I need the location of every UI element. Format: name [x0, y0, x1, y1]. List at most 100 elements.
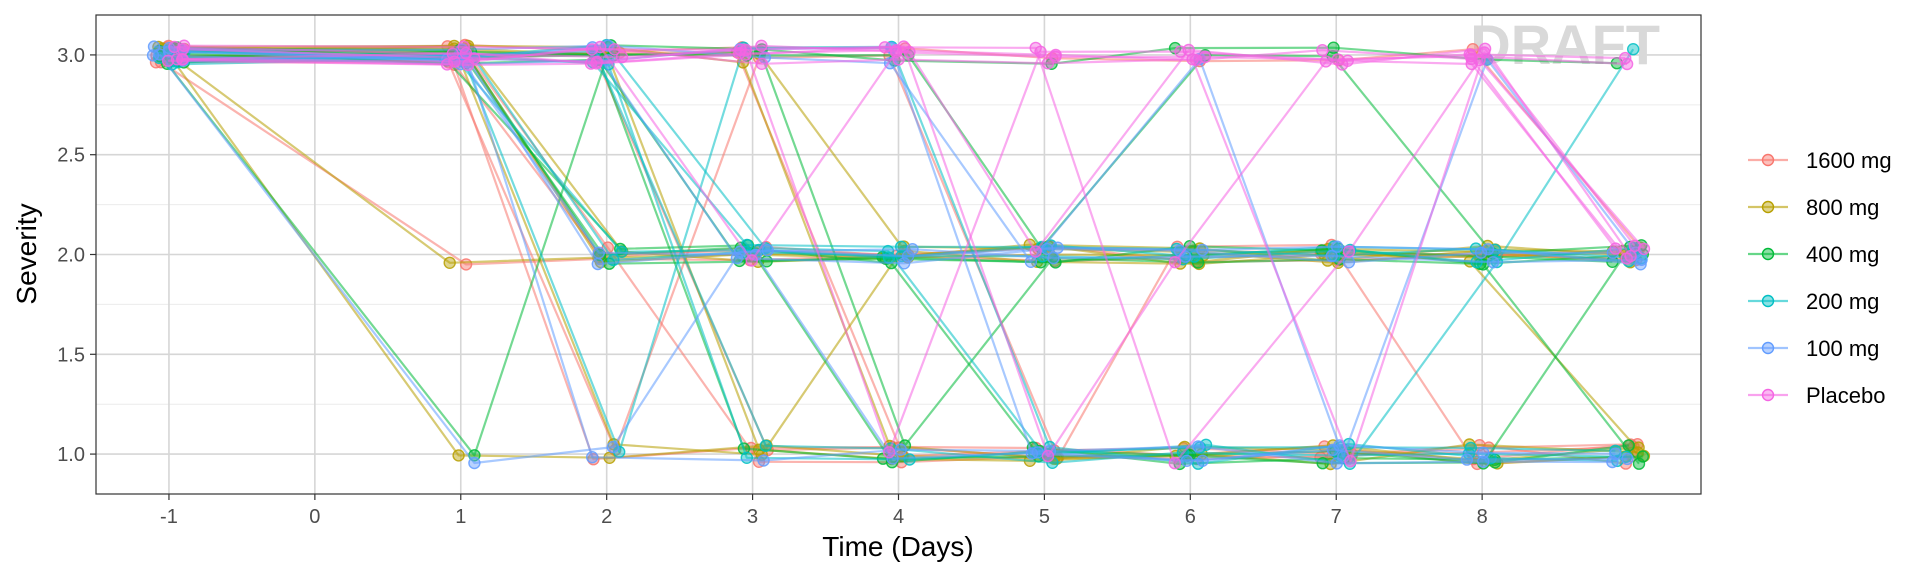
data-point — [443, 256, 456, 269]
x-tick-label: -1 — [160, 506, 178, 528]
y-axis-title: Severity — [11, 203, 42, 304]
data-point — [745, 254, 758, 267]
x-tick-label: 5 — [1039, 506, 1050, 528]
data-point — [898, 257, 911, 270]
data-point — [591, 257, 604, 271]
data-point — [901, 250, 915, 263]
subject-line — [178, 45, 1618, 465]
data-point — [1626, 43, 1640, 56]
legend-key-point — [1761, 341, 1775, 355]
data-point — [1196, 454, 1209, 467]
x-tick-label: 1 — [455, 506, 466, 528]
subject-line — [168, 49, 1617, 250]
y-tick-label: 3.0 — [57, 45, 85, 67]
data-point — [452, 449, 465, 462]
series-100-mg — [146, 39, 1648, 470]
data-point — [882, 251, 896, 264]
data-point — [1168, 256, 1182, 269]
data-point — [892, 53, 905, 66]
x-tick-label: 6 — [1185, 506, 1196, 528]
data-point — [894, 443, 907, 456]
x-tick-label: 8 — [1477, 506, 1488, 528]
data-point — [1460, 453, 1474, 466]
legend-label: 1600 mg — [1806, 148, 1892, 173]
data-point — [1046, 456, 1059, 469]
subject-line — [158, 53, 1642, 465]
data-point — [615, 245, 628, 259]
legend-item-800-mg: 800 mg — [1748, 195, 1879, 220]
data-point — [1186, 53, 1199, 66]
series-layer — [146, 38, 1651, 471]
y-tick-label: 1.5 — [57, 344, 85, 366]
data-point — [1634, 258, 1647, 271]
legend: 1600 mg 800 mg 400 mg 200 mg 100 mg Placebo — [1748, 148, 1892, 408]
legend-label: Placebo — [1806, 383, 1886, 408]
subject-line — [153, 45, 1613, 265]
data-point — [740, 451, 753, 464]
data-point — [1319, 55, 1333, 68]
data-point — [590, 57, 603, 70]
data-point — [1029, 41, 1042, 55]
data-point — [177, 39, 191, 52]
data-point — [1031, 446, 1045, 459]
data-point — [759, 439, 772, 452]
data-point — [1047, 251, 1060, 265]
watermark-text: DRAFT — [1470, 13, 1660, 76]
legend-label: 400 mg — [1806, 242, 1879, 267]
data-point — [161, 54, 175, 67]
subject-line — [168, 50, 1616, 462]
data-point — [1618, 51, 1632, 65]
data-point — [457, 40, 470, 53]
y-tick-label: 1.0 — [57, 444, 85, 466]
data-point — [882, 446, 896, 459]
legend-key-point — [1761, 388, 1775, 402]
data-point — [757, 454, 770, 467]
data-point — [1029, 245, 1042, 258]
data-point — [1463, 48, 1477, 61]
data-point — [448, 55, 461, 68]
legend-item-placebo: Placebo — [1748, 383, 1886, 408]
legend-item-1600-mg: 1600 mg — [1748, 148, 1892, 173]
x-tick-label: 7 — [1331, 506, 1342, 528]
legend-item-200-mg: 200 mg — [1748, 289, 1879, 314]
data-point — [606, 440, 620, 454]
x-tick-label: 0 — [309, 506, 320, 528]
data-point — [592, 246, 605, 259]
subject-line — [184, 44, 1636, 463]
data-point — [903, 453, 916, 466]
data-point — [1486, 256, 1500, 269]
data-point — [730, 251, 744, 265]
data-point — [146, 49, 160, 62]
legend-item-100-mg: 100 mg — [1748, 336, 1879, 361]
data-point — [1477, 455, 1490, 468]
data-point — [1051, 241, 1064, 254]
legend-item-400-mg: 400 mg — [1748, 242, 1879, 267]
subject-line — [176, 46, 1645, 465]
legend-label: 100 mg — [1806, 336, 1879, 361]
x-tick-label: 2 — [601, 506, 612, 528]
legend-label: 800 mg — [1806, 195, 1879, 220]
subject-line — [169, 47, 1613, 465]
y-tick-label: 2.0 — [57, 245, 85, 267]
data-point — [1040, 242, 1054, 256]
data-point — [906, 242, 919, 256]
data-point — [1474, 246, 1488, 259]
data-point — [170, 53, 184, 66]
data-point — [1024, 255, 1038, 268]
data-point — [1636, 450, 1650, 463]
legend-key-point — [1761, 247, 1775, 261]
data-point — [1632, 457, 1646, 470]
legend-label: 200 mg — [1806, 289, 1879, 314]
legend-key-point — [1761, 153, 1775, 167]
data-point — [1342, 245, 1356, 258]
data-point — [586, 451, 599, 464]
y-axis: 1.0 1.5 2.0 2.5 3.0 — [57, 45, 96, 466]
data-point — [1478, 46, 1491, 59]
data-point — [1624, 249, 1637, 263]
x-tick-label: 3 — [747, 506, 758, 528]
data-point — [1191, 440, 1205, 453]
data-point — [1344, 454, 1357, 468]
data-point — [1477, 446, 1490, 459]
data-point — [1606, 455, 1619, 469]
